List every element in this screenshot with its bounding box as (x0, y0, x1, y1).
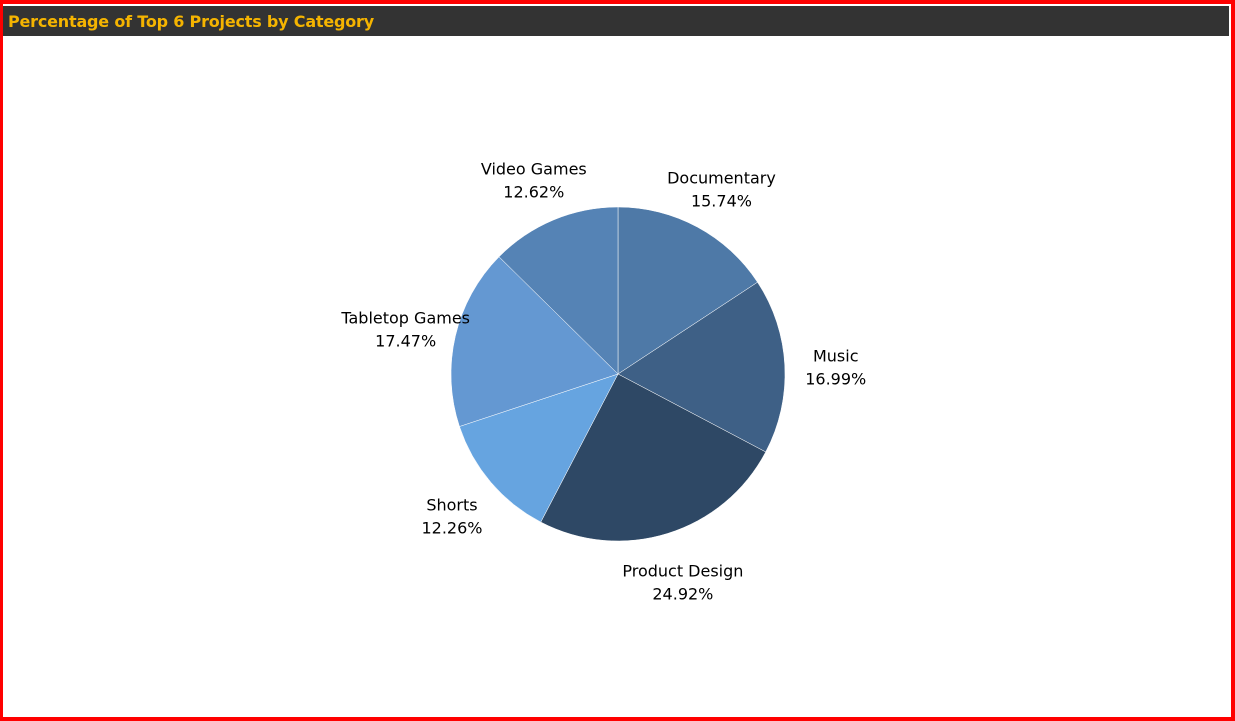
pie-slice-video-games[interactable] (498, 206, 619, 375)
slice-category-label: Video Games (481, 160, 587, 179)
title-bar: Percentage of Top 6 Projects by Category (3, 6, 1229, 36)
slice-percent-label: 12.62% (503, 183, 564, 202)
slice-category-label: Tabletop Games (340, 308, 470, 327)
slice-percent-label: 12.26% (421, 519, 482, 538)
pie-slice-shorts[interactable] (459, 373, 619, 523)
slice-category-label: Music (813, 347, 859, 366)
pie-slice-tabletop-games[interactable] (450, 256, 619, 427)
pie-slice-music[interactable] (617, 281, 786, 453)
slice-percent-label: 16.99% (805, 370, 866, 389)
slice-category-label: Product Design (622, 561, 743, 580)
page-title: Percentage of Top 6 Projects by Category (8, 11, 374, 31)
slice-label-music: Music 16.99% (805, 347, 866, 389)
slice-label-video-games: Video Games 12.62% (481, 160, 587, 202)
pie-slice-product-design[interactable] (540, 373, 767, 542)
slice-percent-label: 15.74% (691, 192, 752, 211)
slice-label-tabletop-games: Tabletop Games 17.47% (340, 308, 470, 350)
slice-label-shorts: Shorts 12.26% (421, 496, 482, 538)
slice-percent-label: 17.47% (375, 331, 436, 350)
slice-percent-label: 24.92% (652, 584, 713, 603)
slice-label-documentary: Documentary 15.74% (667, 169, 776, 211)
pie-labels: Documentary 15.74% Music 16.99% Product Desi… (340, 160, 866, 604)
pie-slices (450, 206, 786, 542)
slice-label-product-design: Product Design 24.92% (622, 561, 743, 603)
slice-category-label: Documentary (667, 169, 776, 188)
slice-category-label: Shorts (426, 496, 477, 515)
pie-slice-documentary[interactable] (617, 206, 758, 375)
